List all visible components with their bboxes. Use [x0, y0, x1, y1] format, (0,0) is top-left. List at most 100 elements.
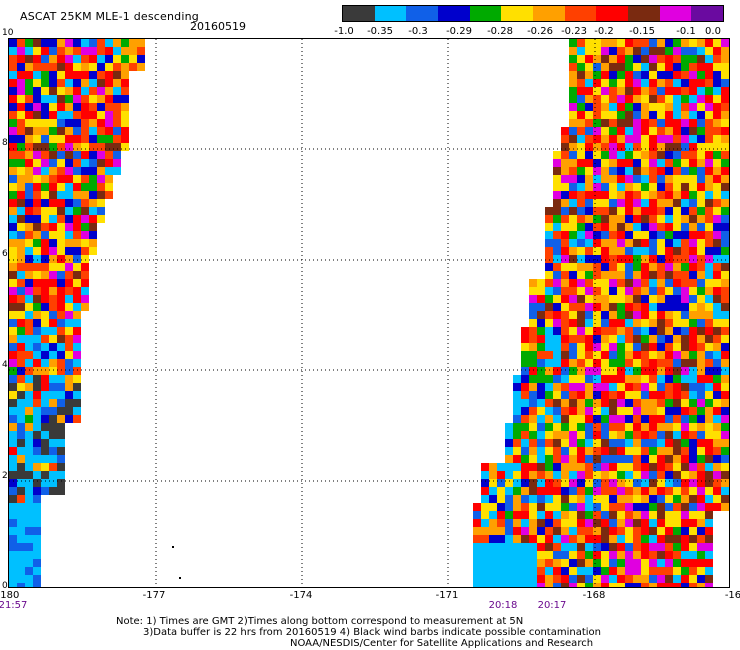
left-swath-cell — [33, 463, 41, 471]
left-swath-cell — [73, 175, 81, 183]
right-swath-cell — [697, 551, 705, 559]
right-swath-cell — [537, 431, 545, 439]
left-swath-cell — [17, 87, 25, 95]
right-swath-cell — [609, 103, 617, 111]
right-swath-cell — [617, 215, 625, 223]
left-swath-cell — [33, 495, 41, 503]
right-swath-cell — [673, 415, 681, 423]
right-swath-cell — [641, 351, 649, 359]
right-swath-cell — [721, 199, 729, 207]
left-swath-cell — [65, 239, 73, 247]
right-swath-cell — [681, 191, 689, 199]
right-swath-cell — [633, 447, 641, 455]
right-swath-cell — [513, 575, 521, 583]
right-swath-cell — [577, 511, 585, 519]
left-swath-cell — [25, 575, 33, 583]
right-swath-cell — [577, 431, 585, 439]
right-swath-cell — [537, 311, 545, 319]
left-swath-cell — [73, 103, 81, 111]
legend-tick-label: -0.1 — [676, 26, 696, 37]
left-swath-cell — [81, 231, 89, 239]
left-swath-cell — [65, 343, 73, 351]
right-swath-cell — [577, 239, 585, 247]
right-swath-cell — [697, 431, 705, 439]
right-swath-cell — [681, 119, 689, 127]
right-swath-cell — [577, 135, 585, 143]
right-swath-cell — [625, 247, 633, 255]
right-swath-cell — [609, 415, 617, 423]
left-swath-cell — [89, 103, 97, 111]
right-swath-cell — [617, 431, 625, 439]
right-swath-cell — [585, 279, 593, 287]
right-swath-cell — [649, 47, 657, 55]
right-swath-cell — [713, 111, 721, 119]
right-swath-cell — [697, 423, 705, 431]
left-swath-cell — [73, 367, 81, 375]
right-swath-cell — [705, 183, 713, 191]
right-swath-cell — [665, 335, 673, 343]
left-swath-cell — [65, 399, 73, 407]
right-swath-cell — [601, 343, 609, 351]
left-swath-cell — [97, 71, 105, 79]
right-swath-cell — [681, 175, 689, 183]
right-swath-cell — [577, 311, 585, 319]
right-swath-cell — [641, 47, 649, 55]
right-swath-cell — [681, 375, 689, 383]
left-swath-cell — [73, 71, 81, 79]
left-swath-cell — [57, 327, 65, 335]
right-swath-cell — [625, 343, 633, 351]
left-swath-cell — [57, 111, 65, 119]
right-swath-cell — [681, 143, 689, 151]
right-swath-cell — [481, 583, 489, 587]
left-swath-cell — [33, 159, 41, 167]
right-swath-cell — [473, 575, 481, 583]
left-swath-cell — [25, 143, 33, 151]
right-swath-cell — [673, 511, 681, 519]
right-swath-cell — [561, 327, 569, 335]
right-swath-cell — [569, 575, 577, 583]
right-swath-cell — [641, 183, 649, 191]
right-swath-cell — [617, 583, 625, 587]
left-swath-cell — [65, 135, 73, 143]
right-swath-cell — [689, 575, 697, 583]
left-swath-cell — [81, 55, 89, 63]
left-swath-cell — [9, 199, 17, 207]
right-swath-cell — [721, 39, 729, 47]
right-swath-cell — [649, 479, 657, 487]
left-swath-cell — [73, 311, 81, 319]
right-swath-cell — [545, 287, 553, 295]
right-swath-cell — [633, 135, 641, 143]
left-swath-cell — [9, 375, 17, 383]
left-swath-cell — [105, 143, 113, 151]
left-swath-cell — [17, 287, 25, 295]
right-swath-cell — [529, 575, 537, 583]
right-swath-cell — [641, 295, 649, 303]
left-swath-cell — [41, 231, 49, 239]
right-swath-cell — [665, 167, 673, 175]
left-swath-cell — [57, 303, 65, 311]
left-swath-cell — [25, 191, 33, 199]
right-swath-cell — [529, 407, 537, 415]
left-swath-cell — [57, 311, 65, 319]
right-swath-cell — [505, 567, 513, 575]
right-swath-cell — [553, 159, 561, 167]
right-swath-cell — [569, 519, 577, 527]
left-swath-cell — [41, 175, 49, 183]
right-swath-cell — [657, 559, 665, 567]
legend-swatch — [691, 6, 723, 21]
left-swath-cell — [17, 567, 25, 575]
left-swath-cell — [97, 159, 105, 167]
right-swath-cell — [625, 551, 633, 559]
right-swath-cell — [585, 191, 593, 199]
right-swath-cell — [521, 559, 529, 567]
right-swath-cell — [721, 111, 729, 119]
left-swath-cell — [97, 151, 105, 159]
right-swath-cell — [633, 287, 641, 295]
right-swath-cell — [641, 271, 649, 279]
right-swath-cell — [561, 295, 569, 303]
right-swath-cell — [553, 231, 561, 239]
right-swath-cell — [633, 367, 641, 375]
right-swath-cell — [697, 439, 705, 447]
right-swath-cell — [625, 175, 633, 183]
left-swath-cell — [25, 335, 33, 343]
